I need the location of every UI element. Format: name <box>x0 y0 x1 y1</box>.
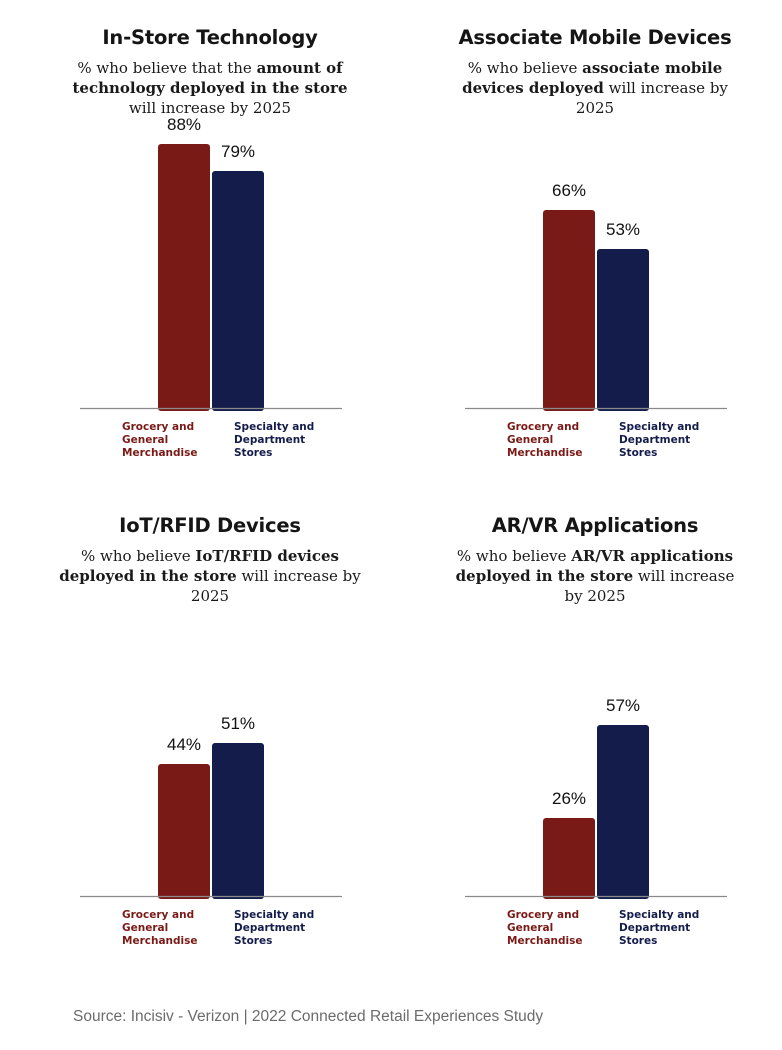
chart-associate-mobile-devices: Associate Mobile Devices % who believe as… <box>410 22 780 492</box>
subtitle-emphasis: IoT/RFID devices deployed in the store <box>59 547 339 585</box>
bar-specialty <box>597 249 649 411</box>
subtitle-text: % who believe <box>467 59 583 77</box>
category-label-grocery: Grocery and General Merchandise <box>507 909 583 947</box>
subtitle-emphasis: AR/VR applications deployed in the store <box>455 547 734 585</box>
bar-value-label: 66% <box>552 181 586 200</box>
bar-grocery <box>158 764 210 899</box>
subtitle-text: % who believe <box>456 547 572 565</box>
plot-area: 26% 57% Grocery and General Merchandise Spe… <box>410 618 780 1004</box>
bar-specialty <box>212 171 264 411</box>
subtitle-emphasis: amount of technology deployed in the sto… <box>72 59 348 97</box>
subtitle-text: will increase by 2025 <box>564 567 735 605</box>
bar-chart-svg: 88% 79% <box>80 115 342 411</box>
bar-chart-svg: 44% 51% <box>80 714 342 899</box>
category-label-specialty: Specialty and Department Stores <box>234 421 315 459</box>
category-label-specialty: Specialty and Department Stores <box>619 421 700 459</box>
subtitle-text: will increase by 2025 <box>575 79 728 117</box>
category-label-specialty: Specialty and Department Stores <box>234 909 315 947</box>
bar-chart-svg: 66% 53% <box>465 181 727 411</box>
plot-area: 44% 51% Grocery and General Merchandise Spe… <box>25 618 395 1004</box>
category-label-grocery: Grocery and General Merchandise <box>507 421 583 459</box>
chart-title: Associate Mobile Devices <box>458 26 732 49</box>
bar-value-label: 26% <box>552 789 586 808</box>
chart-subtitle: % who believe AR/VR applications deploye… <box>445 546 745 606</box>
subtitle-text: will increase by 2025 <box>190 567 361 605</box>
subtitle-text: % who believe that the <box>77 59 257 77</box>
chart-title: In-Store Technology <box>102 26 318 49</box>
subtitle-text: will increase by 2025 <box>128 99 292 117</box>
plot-area: 66% 53% Grocery and General Merchandise Spe… <box>410 130 780 516</box>
chart-subtitle: % who believe associate mobile devices d… <box>460 58 730 118</box>
chart-title: IoT/RFID Devices <box>119 514 301 537</box>
bar-specialty <box>212 743 264 899</box>
chart-title: AR/VR Applications <box>491 514 699 537</box>
category-label-grocery: Grocery and General Merchandise <box>122 909 198 947</box>
source-note: Source: Incisiv - Verizon | 2022 Connect… <box>73 1008 544 1025</box>
bar-grocery <box>543 818 595 899</box>
bar-specialty <box>597 725 649 899</box>
chart-subtitle: % who believe IoT/RFID devices deployed … <box>58 546 363 606</box>
bar-value-label: 51% <box>221 714 255 733</box>
category-label-specialty: Specialty and Department Stores <box>619 909 700 947</box>
bar-value-label: 79% <box>221 142 255 161</box>
bar-chart-svg: 26% 57% <box>465 696 727 899</box>
category-label-grocery: Grocery and General Merchandise <box>122 421 198 459</box>
bar-value-label: 57% <box>606 696 640 715</box>
chart-ar-vr-applications: AR/VR Applications % who believe AR/VR ap… <box>410 510 780 980</box>
bar-grocery <box>543 210 595 411</box>
bar-value-label: 44% <box>167 735 201 754</box>
chart-subtitle: % who believe that the amount of technol… <box>60 58 360 118</box>
chart-in-store-technology: In-Store Technology % who believe that th… <box>25 22 395 492</box>
chart-iot-rfid-devices: IoT/RFID Devices % who believe IoT/RFID d… <box>25 510 395 980</box>
subtitle-text: % who believe <box>81 547 196 565</box>
bar-value-label: 53% <box>606 220 640 239</box>
subtitle-emphasis: associate mobile devices deployed <box>462 59 723 97</box>
bar-value-label: 88% <box>167 115 201 134</box>
plot-area: 88% 79% Grocery and General Merchandise Spe… <box>25 115 395 516</box>
bar-grocery <box>158 144 210 411</box>
